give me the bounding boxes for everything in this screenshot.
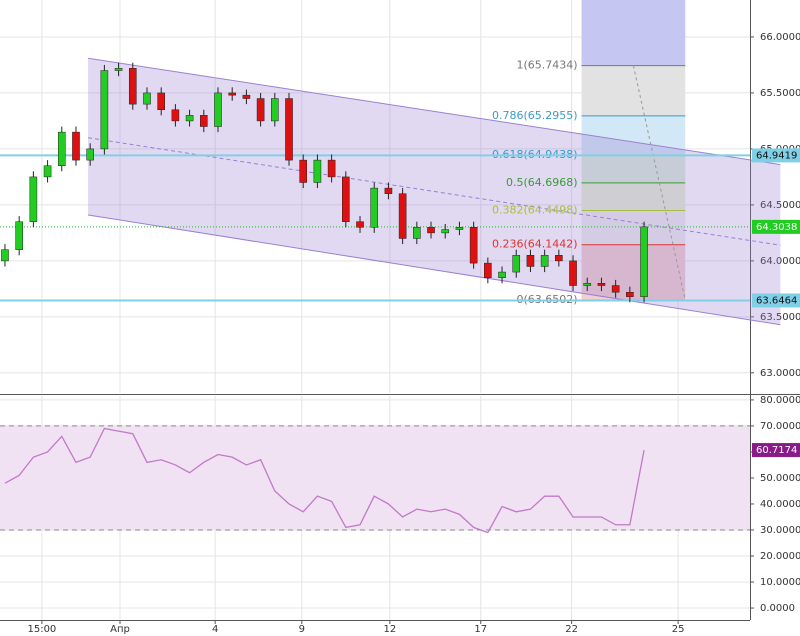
x-tick-label: 22 — [565, 624, 578, 635]
rsi-line — [4, 427, 645, 534]
candle-body — [199, 115, 208, 127]
y-tick-label: 20.0000 — [760, 551, 800, 562]
rsi-tag — [752, 443, 800, 458]
fib-top-zone — [581, 0, 686, 66]
channel-upper — [87, 57, 781, 166]
candle-body — [555, 255, 563, 262]
candle-body — [455, 227, 464, 230]
y-tick-label: 30.0000 — [760, 525, 800, 536]
fib-label: 0.236(64.1442) — [492, 238, 578, 251]
candle-body — [100, 70, 109, 150]
x-tick-label: 17 — [474, 624, 487, 635]
candle-body — [313, 159, 322, 183]
candle-body — [398, 193, 407, 239]
y-tick-label: 63.5000 — [760, 312, 800, 323]
candle-body — [256, 98, 265, 122]
fib-label: 1(65.7434) — [516, 59, 577, 72]
y-tick-label: 70.0000 — [760, 421, 800, 432]
candle-body — [640, 226, 648, 297]
fib-band — [581, 115, 686, 156]
y-tick-label: 63.0000 — [760, 368, 800, 379]
candle-body — [128, 68, 137, 105]
y-tick-label: 80.0000 — [760, 395, 800, 406]
fib-label: 0.786(65.2955) — [492, 109, 578, 122]
rsi-tag-label: 60.7174 — [756, 445, 797, 456]
candle-body — [15, 221, 23, 250]
candle-body — [427, 227, 435, 234]
candle-body — [597, 283, 606, 286]
x-tick-label: 12 — [383, 624, 396, 635]
candle-body — [86, 148, 94, 161]
fib-band — [581, 244, 686, 301]
candle-body — [512, 255, 521, 273]
candle-body — [413, 227, 421, 239]
candle-body — [72, 131, 80, 161]
candle-body — [271, 98, 279, 122]
candle-body — [583, 283, 592, 286]
y-tick-label: 64.5000 — [760, 200, 800, 211]
y-tick-label: 65.5000 — [760, 88, 800, 99]
x-tick-label: 9 — [299, 624, 305, 635]
candle-body — [484, 262, 492, 278]
fib-band — [581, 210, 686, 245]
candle-body — [342, 176, 350, 222]
candle-body — [469, 227, 478, 264]
candle-body — [327, 159, 336, 178]
candle-body — [611, 285, 620, 293]
candle-body — [157, 92, 165, 110]
fib-trend — [632, 65, 686, 301]
y-tick-label: 40.0000 — [760, 499, 800, 510]
y-tick-label: 0.0000 — [760, 603, 795, 614]
price-tag-label: 63.6464 — [756, 295, 797, 306]
candle-body — [29, 176, 38, 222]
y-tick-label: 10.0000 — [760, 577, 800, 588]
candle-body — [384, 187, 393, 194]
candle-body — [540, 255, 549, 267]
price-tag — [752, 293, 800, 308]
candle-body — [171, 109, 180, 122]
candle-body — [214, 92, 222, 127]
last-price-label: 64.3038 — [756, 222, 797, 233]
candle-body — [299, 159, 308, 183]
price-tag — [752, 148, 800, 163]
x-tick-label: 15:00 — [27, 624, 56, 635]
fib-label: 0.5(64.6968) — [506, 176, 578, 189]
candle-body — [356, 221, 364, 228]
x-tick-label: 25 — [672, 624, 685, 635]
channel-middle — [87, 137, 781, 246]
candle-body — [242, 94, 251, 99]
y-tick-label: 64.0000 — [760, 256, 800, 267]
x-tick-label: 4 — [212, 624, 218, 635]
x-tick-label: Апр — [110, 624, 130, 635]
candle-body — [57, 131, 66, 166]
candle-body — [1, 249, 9, 262]
rsi-band — [0, 425, 750, 530]
candle-body — [526, 255, 535, 267]
fib-band — [581, 182, 686, 211]
candle-body — [228, 92, 237, 96]
candle-body — [185, 115, 194, 122]
candle-body — [43, 165, 52, 178]
candle-body — [114, 68, 123, 71]
fib-band — [581, 155, 686, 183]
candle-body — [143, 92, 151, 105]
price-tag-label: 64.9419 — [756, 150, 797, 161]
fib-label: 0.382(64.4498) — [492, 204, 578, 217]
last-price-tag — [752, 219, 800, 234]
candle-body — [626, 291, 634, 297]
y-tick-label: 66.0000 — [760, 32, 800, 43]
candle-body — [498, 271, 506, 278]
y-tick-label: 50.0000 — [760, 473, 800, 484]
channel-lower — [87, 214, 781, 326]
candle-body — [569, 260, 577, 286]
candle-body — [285, 98, 293, 161]
candle-body — [370, 187, 379, 228]
fib-band — [581, 65, 686, 116]
candle-body — [441, 229, 450, 234]
